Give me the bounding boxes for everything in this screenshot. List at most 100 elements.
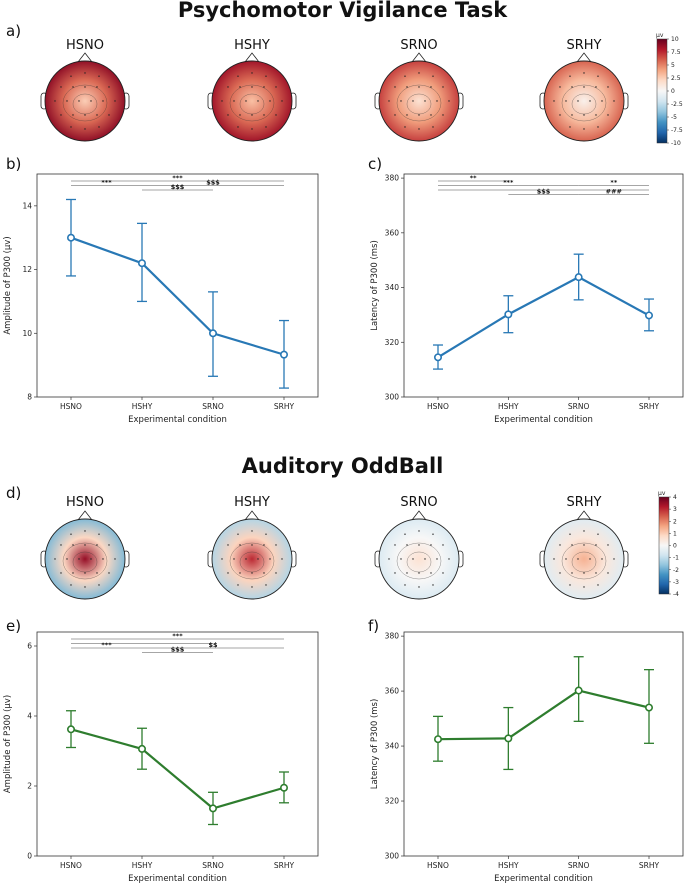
electrode-a-0-15 (72, 114, 74, 116)
colorbar-ticklabel-d-8: -4 (673, 591, 679, 598)
electrode-d-2-1 (404, 533, 406, 535)
xtick-label-e-3: SRHY (274, 861, 295, 870)
nose-d-3 (576, 510, 592, 521)
electrode-d-3-12 (601, 558, 603, 560)
electrode-a-1-5 (251, 86, 253, 88)
electrode-d-0-4 (72, 544, 74, 546)
colorbar-ticklabel-a-1: 7.5 (671, 49, 681, 56)
colorbar-ticklabel-d-2: 2 (673, 518, 677, 525)
electrode-d-0-19 (70, 584, 72, 586)
electrode-d-0-17 (96, 572, 98, 574)
electrode-a-2-1 (404, 75, 406, 77)
electrode-d-3-7 (607, 544, 609, 546)
electrode-a-3-14 (559, 114, 561, 116)
electrode-d-0-21 (98, 584, 100, 586)
contour-d-0-2 (72, 551, 98, 573)
ytick-label-c-1: 320 (385, 338, 400, 347)
electrode-d-1-4 (239, 544, 241, 546)
head-a-hshy (211, 60, 293, 142)
electrode-a-3-18 (607, 114, 609, 116)
electrode-d-3-20 (583, 586, 585, 588)
electrode-d-1-7 (275, 544, 277, 546)
electrode-a-0-8 (54, 100, 56, 102)
electrode-a-0-5 (84, 86, 86, 88)
nose-d-1 (244, 510, 260, 521)
electrode-d-0-18 (108, 572, 110, 574)
electrode-a-2-13 (448, 100, 450, 102)
electrode-d-2-0 (418, 530, 420, 532)
electrode-d-2-5 (418, 544, 420, 546)
colorbar-ticklabel-a-7: -7.5 (671, 127, 683, 134)
electrode-d-2-3 (394, 544, 396, 546)
panel-label-e: e) (6, 617, 22, 635)
contour-a-1-2 (239, 93, 265, 115)
condition-label-d-srno: SRNO (400, 495, 437, 510)
colorbar-ticklabel-a-5: -2.5 (671, 101, 683, 108)
electrode-a-1-12 (269, 100, 271, 102)
data-point-e-1 (138, 744, 147, 753)
panel-label-d: d) (6, 484, 22, 502)
electrode-d-0-7 (108, 544, 110, 546)
electrode-a-0-4 (72, 86, 74, 88)
sig-label-c-5: ### (606, 188, 622, 196)
sig-label-c-1: *** (503, 179, 514, 187)
electrode-a-3-0 (583, 72, 585, 74)
colorbar-ticklabel-d-0: 4 (673, 494, 677, 501)
electrode-d-1-15 (239, 572, 241, 574)
data-point-c-2 (574, 273, 583, 282)
electrode-a-1-17 (263, 114, 265, 116)
colorbar-oddball: μv 4 3 2 1 0 -1 -2 -3 -4 (658, 490, 679, 598)
electrode-d-0-5 (84, 544, 86, 546)
colorbar-ticklabel-d-7: -3 (673, 579, 679, 586)
electrode-a-2-17 (430, 114, 432, 116)
contour-a-0-1 (62, 84, 108, 122)
colorbar-ticklabel-a-8: -10 (671, 140, 681, 147)
sig-label-e-2: *** (101, 641, 112, 649)
electrode-a-1-14 (227, 114, 229, 116)
electrode-d-2-21 (432, 584, 434, 586)
xtick-label-e-1: HSHY (132, 861, 153, 870)
electrode-a-1-3 (227, 86, 229, 88)
panel-label-b: b) (6, 155, 22, 173)
contour-d-1-1 (229, 542, 275, 580)
colorbar-ticklabel-d-4: 0 (673, 543, 677, 550)
electrode-a-3-7 (607, 86, 609, 88)
electrode-a-1-6 (263, 86, 265, 88)
colorbar-ticklabel-a-2: 5 (671, 62, 675, 69)
sig-label-b-3: $$$ (171, 183, 185, 191)
electrode-a-0-7 (108, 86, 110, 88)
electrode-a-3-3 (559, 86, 561, 88)
electrode-a-3-4 (571, 86, 573, 88)
head-d-srhy (543, 518, 625, 600)
sig-label-b-0: *** (172, 174, 183, 182)
electrode-a-2-12 (436, 100, 438, 102)
colorbar-unit-d: μv (658, 490, 666, 497)
title-oddball: Auditory OddBall (241, 454, 444, 478)
series-line-c (437, 275, 650, 359)
head-a-srhy (543, 60, 625, 142)
ytick-label-f-4: 380 (385, 632, 400, 641)
electrode-d-3-5 (583, 544, 585, 546)
electrode-d-3-8 (553, 558, 555, 560)
electrode-d-0-11 (90, 558, 92, 560)
electrode-a-1-19 (237, 126, 239, 128)
electrode-a-3-19 (569, 126, 571, 128)
electrode-d-3-1 (569, 533, 571, 535)
sig-label-c-2: ** (610, 179, 617, 187)
electrode-d-2-20 (418, 586, 420, 588)
ytick-label-f-1: 320 (385, 797, 400, 806)
sig-label-e-0: *** (172, 632, 183, 640)
xtick-label-f-2: SRNO (568, 861, 590, 870)
electrode-a-2-0 (418, 72, 420, 74)
electrode-a-2-9 (400, 100, 402, 102)
electrode-d-2-9 (400, 558, 402, 560)
ytick-label-f-3: 360 (385, 687, 400, 696)
electrode-a-3-21 (597, 126, 599, 128)
ytick-label-c-4: 380 (385, 174, 400, 183)
contour-a-2-1 (396, 84, 442, 122)
condition-label-d-srhy: SRHY (566, 495, 601, 510)
electrode-d-0-0 (84, 530, 86, 532)
electrode-a-2-5 (418, 86, 420, 88)
ytick-label-c-3: 360 (385, 228, 400, 237)
ytick-label-c-0: 300 (385, 393, 400, 402)
